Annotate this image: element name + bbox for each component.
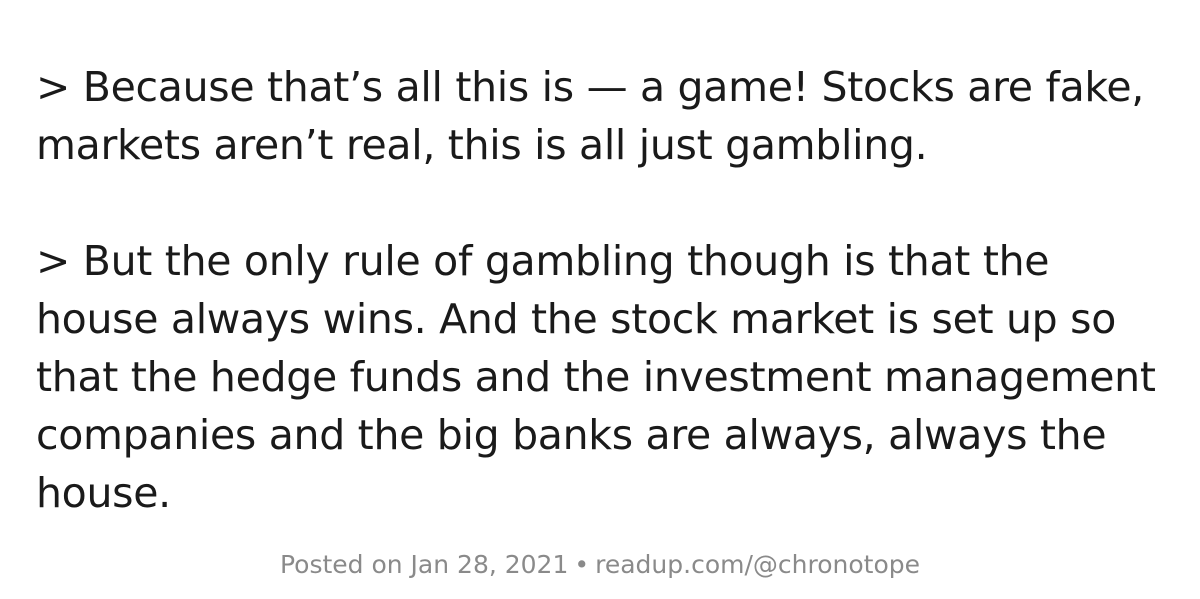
- source-url: readup.com/@chronotope: [595, 550, 921, 579]
- post-footer: Posted on Jan 28, 2021 • readup.com/@chron…: [0, 548, 1200, 582]
- bullet-separator: •: [574, 550, 590, 579]
- quote-paragraph-1: > Because that’s all this is — a game! S…: [36, 63, 1145, 169]
- posted-date: Posted on Jan 28, 2021: [279, 550, 569, 579]
- quote-paragraph-2: > But the only rule of gambling though i…: [36, 237, 1156, 517]
